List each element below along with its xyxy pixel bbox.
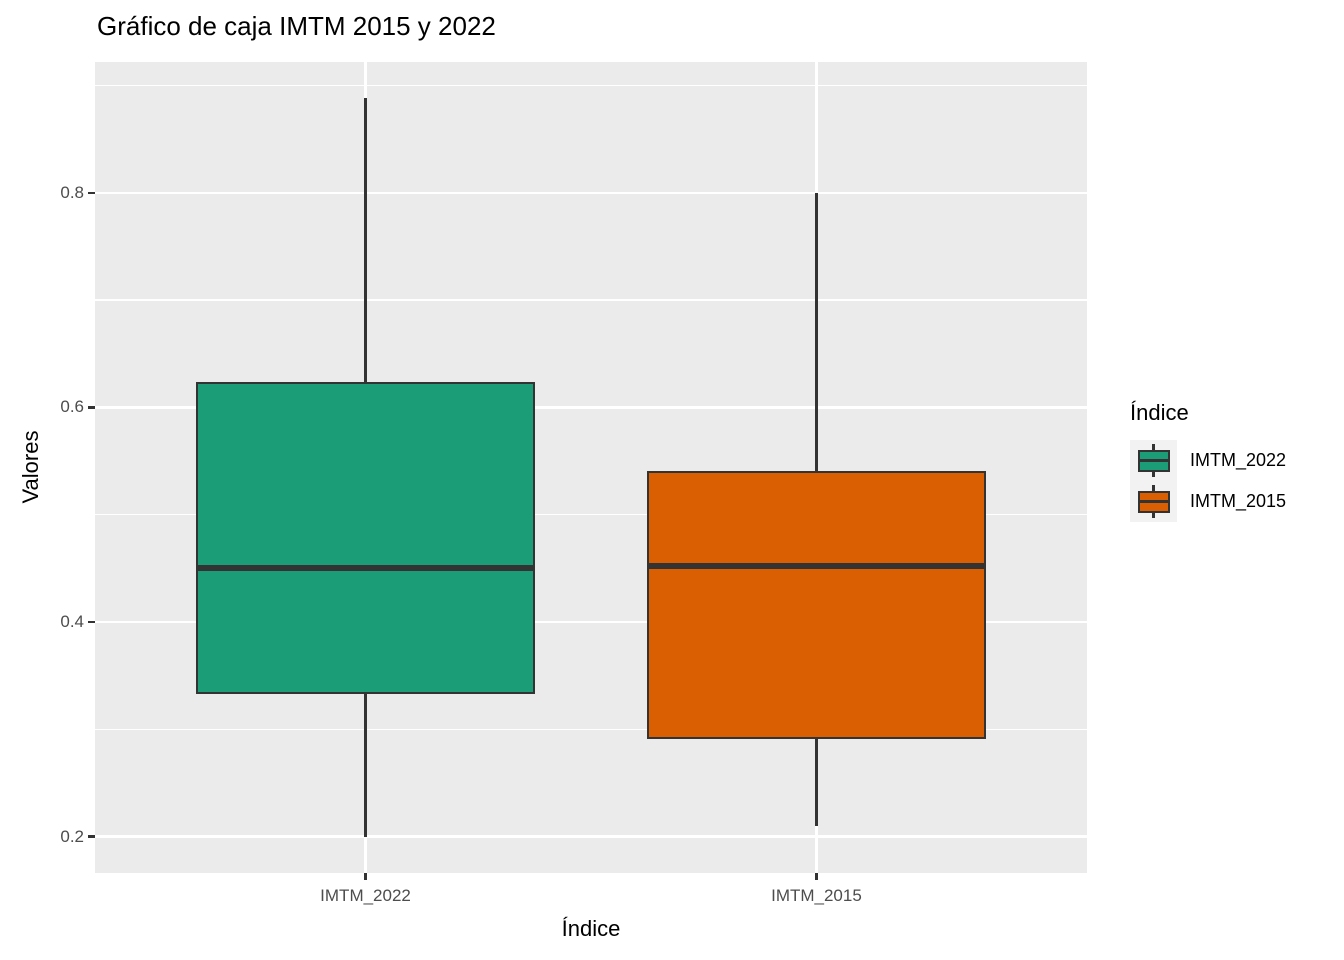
legend-glyph-box: [1137, 490, 1170, 513]
y-tick-label: 0.6: [60, 397, 84, 417]
legend-key: [1130, 440, 1177, 481]
legend-glyph-median: [1139, 459, 1168, 462]
y-tick-label: 0.4: [60, 611, 84, 631]
y-tick-mark: [88, 620, 95, 624]
median-line: [196, 565, 535, 572]
x-tick-mark: [815, 873, 818, 880]
y-tick-mark: [88, 406, 95, 409]
gridline-minor: [95, 514, 1087, 516]
gridline-minor: [95, 299, 1087, 301]
median-line: [647, 563, 986, 570]
y-tick-label: 0.2: [60, 826, 84, 846]
gridline-major: [95, 835, 1087, 838]
gridline-major: [95, 191, 1087, 195]
gridline-major: [95, 406, 1087, 409]
legend-glyph-median: [1139, 500, 1168, 503]
x-tick-mark: [364, 873, 367, 880]
x-tick-label: IMTM_2015: [771, 886, 862, 905]
y-axis-title: Valores: [18, 430, 43, 504]
chart-title: Gráfico de caja IMTM 2015 y 2022: [97, 11, 496, 41]
x-axis-title: Índice: [561, 916, 621, 941]
y-tick-mark: [88, 835, 95, 838]
gridline-minor: [95, 84, 1087, 87]
legend-label: IMTM_2022: [1190, 449, 1287, 470]
legend-key: [1130, 481, 1177, 522]
y-tick-label: 0.8: [60, 182, 84, 202]
legend-glyph-box: [1137, 449, 1170, 472]
boxplot-box: [196, 381, 535, 694]
y-tick-mark: [88, 191, 95, 195]
boxplot-box: [647, 470, 986, 739]
legend-label: IMTM_2015: [1190, 490, 1287, 511]
gridline-major: [95, 620, 1087, 624]
gridline-minor: [95, 728, 1087, 730]
plot-panel: [95, 62, 1087, 873]
legend-title: Índice: [1130, 400, 1189, 425]
x-tick-label: IMTM_2022: [320, 886, 411, 905]
